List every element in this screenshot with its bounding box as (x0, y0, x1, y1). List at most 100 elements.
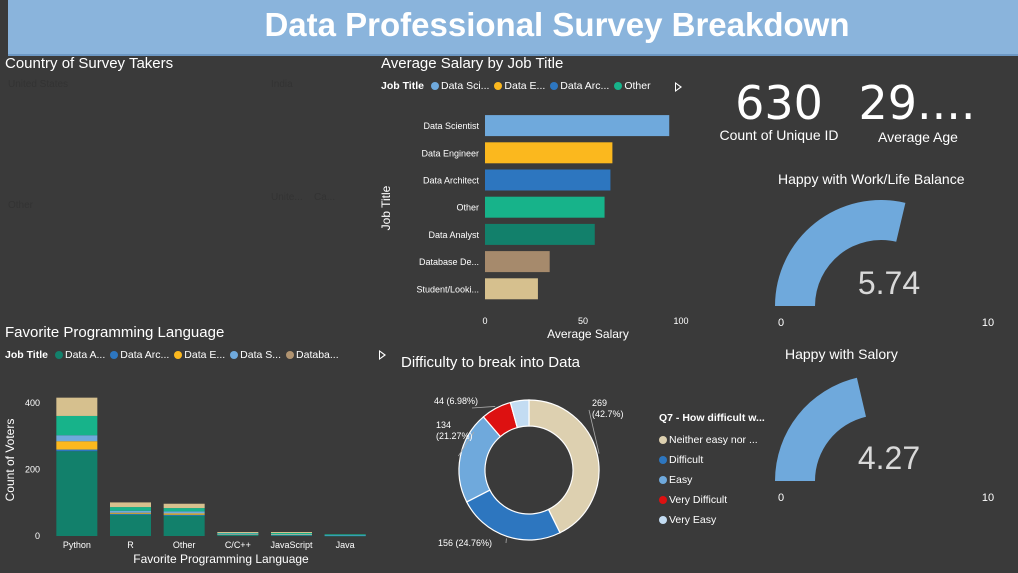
language-bar-segment[interactable] (217, 532, 259, 534)
legend-item-label: Very Difficult (669, 494, 728, 506)
gauge-max-label: 10 (982, 492, 994, 504)
treemap-cell-united-states[interactable]: United States (4, 75, 267, 196)
salary-category-label: Database De... (419, 257, 479, 267)
language-category-label: JavaScript (270, 540, 313, 550)
language-tick-label: 0 (35, 531, 40, 541)
legend-next-icon[interactable] (379, 350, 386, 360)
salary-bar-chart[interactable]: Data Scientist Data Engineer Data Architec… (378, 100, 698, 345)
salary-tick-label: 50 (578, 316, 588, 326)
language-bar-segment[interactable] (56, 415, 98, 436)
salary-category-label: Data Engineer (421, 148, 479, 158)
language-bar-segment[interactable] (110, 514, 151, 536)
language-legend-item[interactable]: Data S... (230, 349, 281, 361)
language-bar-segment[interactable] (324, 534, 366, 536)
donut-data-label: 134 (21.27%) (436, 420, 473, 441)
language-legend-item[interactable]: Data A... (54, 349, 105, 361)
salary-bar[interactable] (485, 142, 613, 164)
donut-legend-item[interactable]: Very Easy (659, 510, 765, 530)
language-bar-segment[interactable] (56, 397, 98, 416)
language-bar-segment[interactable] (110, 513, 151, 515)
page-title: Data Professional Survey Breakdown (264, 6, 850, 43)
legend-dot-icon (550, 82, 559, 90)
salary-bar[interactable] (485, 169, 611, 191)
difficulty-donut-chart[interactable]: 269 (42.7%) 156 (24.76%) 134 (21.27%) 44 (6.9… (398, 380, 648, 565)
language-bar-segment[interactable] (163, 515, 205, 536)
salary-legend: Job Title Data Sci... Data E... Data Arc… (381, 80, 651, 92)
legend-item-label: Very Easy (669, 514, 717, 526)
language-bar-segment[interactable] (56, 451, 98, 536)
salary-legend-item[interactable]: Data E... (494, 80, 545, 92)
language-legend-item[interactable]: Data Arc... (110, 349, 169, 361)
language-bar-segment[interactable] (56, 435, 98, 442)
language-bar-segment[interactable] (110, 502, 151, 508)
salary-gauge[interactable]: 4.27 0 10 (770, 370, 1010, 510)
language-legend-item[interactable]: Data E... (174, 349, 225, 361)
legend-dot-icon (230, 351, 239, 359)
language-bar-segment[interactable] (217, 534, 259, 536)
language-bar-segment[interactable] (163, 508, 205, 512)
salary-legend-label: Job Title (381, 80, 424, 92)
treemap-cell-united-kingdom[interactable]: Unite... (267, 188, 310, 299)
salary-category-label: Data Scientist (423, 121, 479, 131)
donut-legend-item[interactable]: Easy (659, 470, 765, 490)
language-bar-segment[interactable] (163, 514, 205, 516)
donut-slice[interactable] (528, 399, 600, 534)
donut-legend-item[interactable]: Difficult (659, 450, 765, 470)
language-bar-segment[interactable] (56, 449, 98, 452)
country-treemap[interactable]: United States India Other Unite... Ca... (4, 75, 346, 299)
donut-legend-item[interactable]: Very Difficult (659, 490, 765, 510)
treemap-cell-india[interactable]: India (267, 75, 346, 188)
donut-slice[interactable] (465, 489, 561, 541)
donut-legend-item[interactable]: Neither easy nor ... (659, 430, 765, 450)
language-bar-segment[interactable] (163, 513, 205, 515)
salary-bar[interactable] (485, 115, 670, 137)
language-stacked-bar-chart[interactable]: 0 200 400 Python R Other C/C++ JavaScript Java Fa… (0, 385, 375, 570)
salary-legend-item[interactable]: Data Sci... (430, 80, 489, 92)
language-bar-segment[interactable] (271, 533, 312, 535)
legend-dot-icon (659, 456, 667, 464)
gauge-fill-arc (775, 200, 906, 306)
salary-legend-item[interactable]: Data Arc... (550, 80, 609, 92)
language-bar-segment[interactable] (110, 507, 151, 511)
legend-item-label: Data E... (504, 80, 546, 92)
language-legend-item[interactable]: Databa... (286, 349, 339, 361)
title-banner: Data Professional Survey Breakdown (8, 0, 1018, 56)
language-bar-segment[interactable] (217, 532, 259, 534)
worklife-gauge[interactable]: 5.74 0 10 (770, 195, 1010, 335)
language-category-label: Other (173, 540, 196, 550)
salary-bar[interactable] (485, 196, 605, 218)
gauge-fill-arc (775, 377, 866, 481)
language-tick-label: 400 (25, 398, 40, 408)
legend-dot-icon (494, 82, 503, 90)
treemap-cell-label: Ca... (314, 192, 336, 203)
donut-slice[interactable] (509, 399, 530, 429)
donut-leader-line (471, 406, 496, 409)
treemap-cell-canada[interactable]: Ca... (310, 188, 346, 299)
salary-x-axis-label: Average Salary (547, 327, 629, 341)
gauge-min-label: 0 (778, 492, 784, 504)
count-kpi-value: 630 (735, 76, 823, 130)
gauge-value-label: 5.74 (858, 265, 920, 301)
language-chart-title: Favorite Programming Language (5, 324, 225, 341)
salary-bar[interactable] (485, 223, 595, 245)
language-bar-segment[interactable] (163, 511, 205, 514)
salary-category-label: Student/Looki... (416, 284, 479, 294)
salary-category-label: Data Architect (423, 176, 480, 186)
salary-tick-label: 0 (482, 316, 487, 326)
language-bar-segment[interactable] (110, 512, 151, 514)
salary-bar[interactable] (485, 251, 550, 273)
language-bar-segment[interactable] (271, 533, 312, 535)
legend-item-label: Databa... (296, 349, 339, 361)
treemap-cell-other[interactable]: Other (4, 196, 267, 299)
language-bar-segment[interactable] (110, 510, 151, 513)
salary-legend-item[interactable]: Other (614, 80, 651, 92)
language-bar-segment[interactable] (163, 503, 205, 509)
language-bar-segment[interactable] (56, 441, 98, 450)
legend-dot-icon (54, 351, 63, 359)
legend-next-icon[interactable] (675, 82, 682, 92)
salary-bar[interactable] (485, 278, 538, 300)
legend-item-label: Data Arc... (120, 349, 170, 361)
donut-leader-line (458, 431, 475, 457)
language-bar-segment[interactable] (271, 532, 312, 534)
language-bar-segment[interactable] (217, 533, 259, 535)
